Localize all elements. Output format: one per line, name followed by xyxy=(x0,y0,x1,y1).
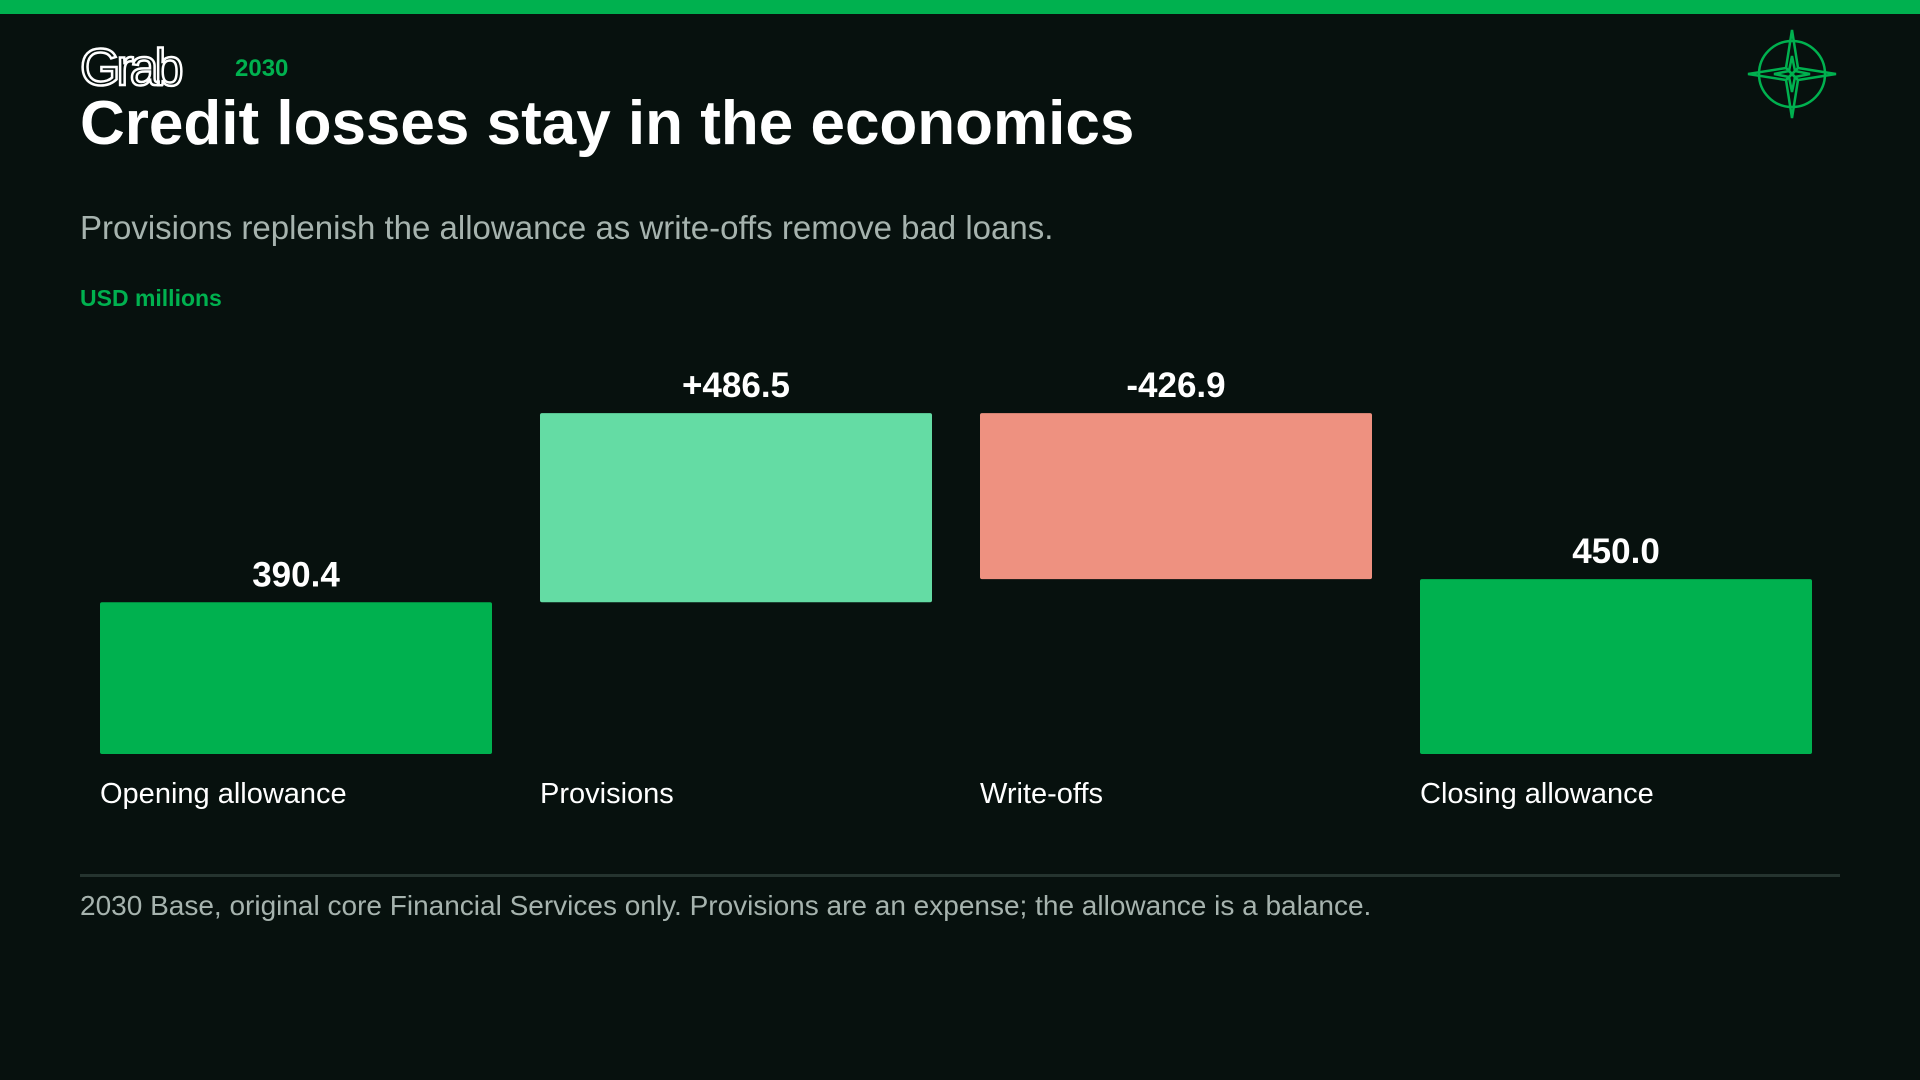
waterfall-chart: 390.4 +486.5 -426.9 450.0 Opening allowance… xyxy=(100,366,1812,810)
bar-opening-allowance xyxy=(100,602,492,754)
value-label: -426.9 xyxy=(1126,366,1225,405)
compass-rose-icon xyxy=(1747,29,1837,119)
grab-logo: Grab xyxy=(79,39,185,97)
bar-provisions xyxy=(540,413,932,603)
brand-year: 2030 xyxy=(235,55,289,82)
category-label: Closing allowance xyxy=(1420,778,1654,810)
unit-label: USD millions xyxy=(80,285,222,311)
category-label: Opening allowance xyxy=(100,778,347,810)
top-accent-bar xyxy=(0,0,1920,14)
footnote: 2030 Base, original core Financial Servi… xyxy=(80,890,1372,921)
value-label: 390.4 xyxy=(252,555,340,594)
page-title: Credit losses stay in the economics xyxy=(80,89,1135,158)
value-label: +486.5 xyxy=(682,366,790,405)
category-label: Provisions xyxy=(540,778,674,810)
bar-closing-allowance xyxy=(1420,579,1812,754)
footer-divider xyxy=(80,874,1840,877)
category-label: Write-offs xyxy=(980,778,1103,810)
value-label: 450.0 xyxy=(1572,532,1660,571)
bar-write-offs xyxy=(980,413,1372,580)
brand-logo: Grab xyxy=(79,39,185,97)
page-subtitle: Provisions replenish the allowance as wr… xyxy=(80,209,1054,246)
